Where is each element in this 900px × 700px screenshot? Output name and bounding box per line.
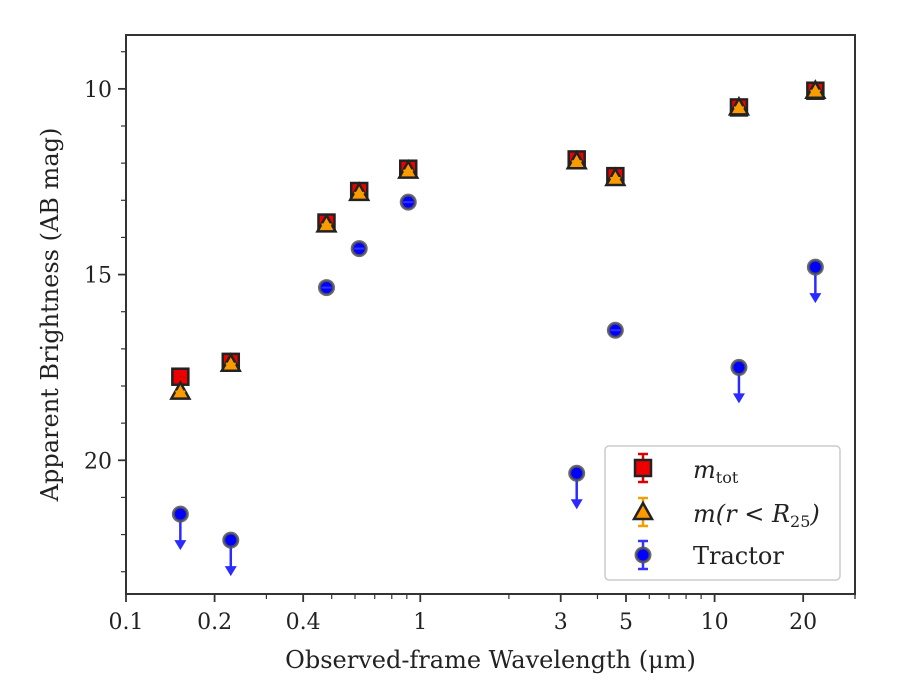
- legend-marker-mr25: [631, 500, 655, 521]
- y-tick-label: 10: [84, 78, 112, 103]
- y-axis-ticks: 10 15 20: [84, 51, 126, 573]
- tractor-point: [730, 358, 748, 376]
- tractor-point: [806, 258, 824, 276]
- tractor-upper-limit-arrowhead: [174, 540, 187, 551]
- legend-label-tractor: Tractor: [693, 542, 784, 570]
- legend-markers: [631, 452, 655, 571]
- legend: mtot m(r < R25) Tractor: [604, 445, 841, 581]
- legend-marker-mtot: [633, 458, 653, 478]
- tractor-point: [568, 464, 586, 482]
- tractor-upper-limit-arrowhead: [224, 566, 237, 577]
- legend-label-mtot: mtot: [693, 456, 739, 487]
- x-tick-label: 0.2: [197, 610, 232, 635]
- y-axis-label: Apparent Brightness (AB mag): [36, 128, 64, 503]
- tractor-point: [222, 531, 240, 549]
- x-axis-label: Observed-frame Wavelength (μm): [285, 646, 696, 674]
- x-tick-label: 5: [619, 610, 633, 635]
- y-tick-label: 15: [84, 264, 112, 289]
- legend-marker-tractor: [634, 546, 652, 564]
- x-tick-label: 20: [789, 610, 817, 635]
- y-tick-label: 20: [84, 449, 112, 474]
- legend-box: [604, 445, 841, 581]
- tractor-upper-limit-arrowhead: [809, 293, 822, 304]
- data-marks: [169, 79, 827, 577]
- x-tick-label: 10: [701, 610, 729, 635]
- tractor-upper-limit-arrowhead: [570, 499, 583, 510]
- x-tick-label: 0.4: [286, 610, 321, 635]
- tractor-point: [171, 505, 189, 523]
- x-tick-label: 1: [413, 610, 427, 635]
- x-axis-ticks: 0.1 0.2 0.4 1 3 5 10 20: [109, 594, 856, 635]
- x-tick-label: 0.1: [109, 610, 144, 635]
- tractor-upper-limit-arrowhead: [732, 393, 745, 404]
- x-tick-label: 3: [554, 610, 568, 635]
